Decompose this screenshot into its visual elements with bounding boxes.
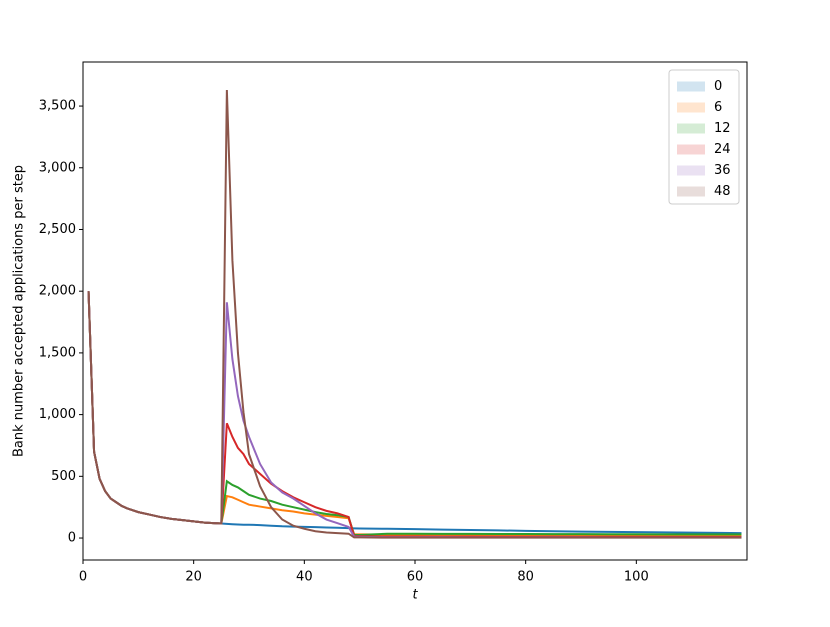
y-tick-label: 0 [68, 531, 76, 546]
axes-frame [82, 61, 748, 561]
y-tick-label: 1,500 [39, 345, 76, 360]
legend-swatch [677, 165, 705, 176]
legend-swatch [677, 144, 705, 155]
legend-label: 24 [714, 142, 731, 157]
y-tick-label: 500 [51, 469, 76, 484]
x-tick-label: 20 [185, 570, 202, 585]
x-tick-label: 100 [624, 570, 649, 585]
x-tick-label: 60 [407, 570, 424, 585]
x-axis-label: t [412, 588, 418, 603]
legend-box [668, 69, 740, 205]
legend-label: 48 [714, 184, 731, 199]
y-tick-label: 2,500 [39, 222, 76, 237]
legend-label: 6 [714, 100, 722, 115]
line-series [87, 89, 742, 539]
legend-label: 36 [714, 163, 731, 178]
legend-label: 12 [714, 121, 731, 136]
legend-swatch [677, 123, 705, 134]
x-tick-label: 0 [79, 570, 87, 585]
y-tick-label: 3,500 [39, 99, 76, 114]
line-series [87, 291, 742, 539]
y-axis-label: Bank number accepted applications per st… [12, 165, 27, 457]
line-series [87, 291, 742, 535]
legend-label: 0 [714, 79, 722, 94]
legend-swatch [677, 186, 705, 197]
y-tick-label: 3,000 [39, 160, 76, 175]
legend-swatch [677, 102, 705, 113]
line-series [87, 291, 742, 536]
y-tick-label: 1,000 [39, 407, 76, 422]
line-series [87, 291, 742, 539]
plot-area [87, 89, 742, 539]
y-tick-label: 2,000 [39, 284, 76, 299]
legend-swatch [677, 81, 705, 92]
x-tick-label: 80 [517, 570, 534, 585]
x-tick-label: 40 [296, 570, 313, 585]
line-series [87, 291, 742, 537]
